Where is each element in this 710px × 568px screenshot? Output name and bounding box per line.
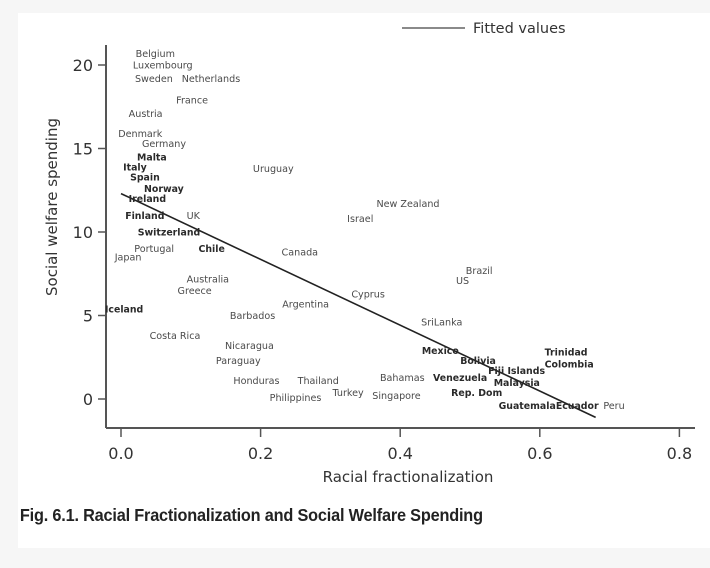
point-label-nicaragua: Nicaragua (225, 341, 274, 352)
point-label-singapore: Singapore (372, 391, 420, 402)
x-tick-label: 0.0 (108, 444, 133, 463)
point-label-us: US (456, 276, 469, 287)
point-label-france: France (176, 96, 208, 107)
point-label-canada: Canada (282, 248, 319, 259)
axes: 0.0 0.2 0.4 0.6 0.8 0 5 10 15 20 Racial fraction… (43, 45, 695, 486)
fitted-values-line (120, 192, 596, 419)
point-label-uruguay: Uruguay (253, 164, 294, 175)
point-label-trinidad: Trinidad (545, 348, 588, 359)
point-label-ireland: Ireland (129, 194, 166, 205)
point-label-israel: Israel (347, 214, 373, 225)
point-label-iceland: Iceland (105, 304, 143, 315)
point-label-rep-dom: Rep. Dom (451, 388, 502, 399)
y-tick-label: 10 (73, 223, 93, 242)
y-ticks: 0 5 10 15 20 (73, 56, 106, 409)
point-label-argentina: Argentina (282, 299, 329, 310)
point-label-honduras: Honduras (233, 376, 279, 387)
point-label-turkey: Turkey (331, 388, 364, 399)
point-label-austria: Austria (129, 109, 163, 120)
legend-label-fitted-values: Fitted values (473, 21, 566, 37)
point-label-sweden: Sweden (135, 74, 173, 85)
x-axis-title: Racial fractionalization (323, 468, 494, 486)
point-label-cyprus: Cyprus (351, 289, 385, 300)
y-tick-label: 5 (83, 307, 93, 326)
point-label-peru: Peru (603, 401, 624, 412)
y-tick-label: 0 (83, 390, 93, 409)
point-label-bahamas: Bahamas (380, 373, 425, 384)
point-label-brazil: Brazil (466, 266, 493, 277)
point-label-luxembourg: Luxembourg (133, 61, 193, 72)
point-label-barbados: Barbados (230, 311, 275, 322)
point-label-venezuela: Venezuela (433, 373, 487, 384)
point-label-mexico: Mexico (422, 346, 460, 357)
point-label-malta: Malta (137, 152, 167, 163)
point-label-australia: Australia (187, 274, 229, 285)
point-label-finland: Finland (125, 211, 164, 222)
point-label-ecuador: Ecuador (556, 401, 599, 412)
point-label-costa-rica: Costa Rica (150, 331, 201, 342)
point-label-colombia: Colombia (545, 359, 594, 370)
figure-panel (18, 13, 710, 548)
point-label-uk: UK (187, 211, 201, 222)
legend: Fitted values (402, 21, 566, 37)
point-label-new-zealand: New Zealand (376, 199, 439, 210)
point-label-philippines: Philippines (270, 393, 322, 404)
x-tick-label: 0.2 (248, 444, 273, 463)
point-label-japan: Japan (114, 253, 142, 264)
y-tick-label: 15 (73, 140, 93, 159)
point-label-spain: Spain (130, 172, 160, 183)
point-label-fiji-islands: Fiji Islands (488, 366, 545, 377)
point-label-norway: Norway (144, 184, 184, 195)
point-label-chile: Chile (198, 244, 224, 255)
point-label-srilanka: SriLanka (421, 318, 462, 329)
figure-caption: Fig. 6.1. Racial Fractionalization and S… (19, 505, 483, 525)
point-label-thailand: Thailand (297, 376, 339, 387)
point-label-paraguay: Paraguay (216, 356, 261, 367)
point-label-italy: Italy (123, 162, 147, 173)
y-axis-title: Social welfare spending (43, 118, 61, 296)
point-label-guatemala: Guatemala (499, 401, 556, 412)
x-tick-label: 0.6 (527, 444, 552, 463)
point-label-bolivia: Bolivia (460, 356, 496, 367)
point-label-belgium: Belgium (136, 49, 175, 60)
x-tick-label: 0.4 (387, 444, 412, 463)
point-label-netherlands: Netherlands (182, 74, 240, 85)
point-label-switzerland: Switzerland (138, 228, 200, 239)
point-label-denmark: Denmark (118, 129, 163, 140)
y-tick-label: 20 (73, 56, 93, 75)
point-label-germany: Germany (142, 139, 186, 150)
point-label-greece: Greece (178, 286, 212, 297)
x-tick-label: 0.8 (667, 444, 692, 463)
point-label-malaysia: Malaysia (494, 378, 540, 389)
point-label-portugal: Portugal (134, 244, 174, 255)
x-ticks: 0.0 0.2 0.4 0.6 0.8 (108, 429, 692, 463)
